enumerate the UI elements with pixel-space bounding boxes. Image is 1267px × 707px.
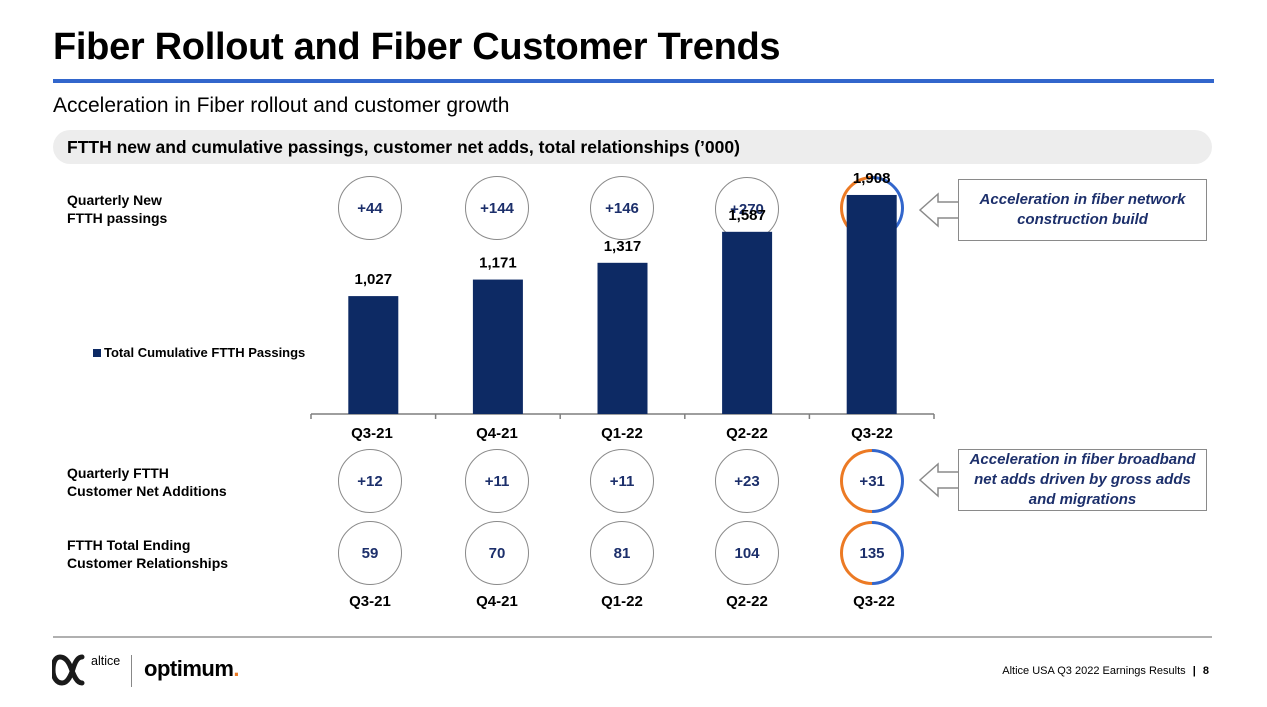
bottom-quarter-label: Q3-21 (349, 593, 391, 610)
optimum-logo-dot: . (233, 656, 240, 681)
chart-title: FTTH new and cumulative passings, custom… (67, 137, 740, 157)
callout-net-adds: Acceleration in fiber broadband net adds… (918, 449, 1208, 511)
optimum-logo: optimum. (144, 656, 239, 682)
callout-passings: Acceleration in fiber network constructi… (918, 179, 1208, 241)
bar-value-label: 1,317 (604, 238, 642, 255)
x-tick-label: Q4-21 (476, 425, 518, 442)
callout-net-adds-text: Acceleration in fiber broadband net adds… (958, 449, 1207, 511)
x-tick-label: Q3-22 (851, 425, 893, 442)
page-title: Fiber Rollout and Fiber Customer Trends (53, 26, 781, 68)
footer-text: Altice USA Q3 2022 Earnings Results | 8 (1002, 665, 1209, 677)
new-passings-circle: +270 (715, 177, 779, 241)
relationships-circle: 81 (590, 521, 654, 585)
bar-q4-21 (472, 279, 523, 414)
bar-value-label: 1,027 (355, 271, 393, 288)
new-passings-value: +270 (730, 200, 764, 218)
altice-logo: altice (52, 654, 120, 686)
chart-title-banner: FTTH new and cumulative passings, custom… (53, 130, 1212, 164)
title-underline (53, 79, 1214, 83)
relationships-value: 70 (488, 544, 506, 562)
logo-divider (131, 655, 132, 687)
new-passings-circle: +44 (338, 176, 402, 240)
footer-separator: | (1192, 665, 1196, 677)
net-adds-value: +31 (859, 472, 885, 490)
net-adds-circle: +11 (465, 449, 529, 513)
bar-q2-22 (722, 231, 773, 414)
footer-caption: Altice USA Q3 2022 Earnings Results (1002, 665, 1186, 677)
bottom-quarter-label: Q3-22 (853, 593, 895, 610)
relationships-value: 135 (859, 544, 885, 562)
row-label-net-adds: Quarterly FTTH Customer Net Additions (67, 465, 227, 499)
bottom-quarter-label: Q2-22 (726, 593, 768, 610)
net-adds-circle: +12 (338, 449, 402, 513)
new-passings-circle-highlight: +321 (826, 162, 918, 254)
net-adds-value: +11 (484, 472, 510, 490)
optimum-logo-text: optimum (144, 656, 234, 681)
page-number: 8 (1202, 665, 1209, 677)
footer-divider (53, 636, 1212, 638)
new-passings-value: +144 (480, 199, 514, 217)
new-passings-value: +44 (357, 199, 383, 217)
callout-passings-text: Acceleration in fiber network constructi… (958, 179, 1207, 241)
bar-value-label: 1,171 (479, 255, 517, 272)
chart-legend: Total Cumulative FTTH Passings (93, 345, 305, 360)
bottom-quarter-label: Q1-22 (601, 593, 643, 610)
new-passings-circle: +144 (465, 176, 529, 240)
net-adds-circle: +11 (590, 449, 654, 513)
new-passings-value: +146 (605, 199, 639, 217)
altice-logo-icon (52, 654, 85, 686)
new-passings-circle: +146 (590, 176, 654, 240)
x-tick-label: Q2-22 (726, 425, 768, 442)
relationships-circle-highlight: 135 (826, 507, 918, 599)
net-adds-circle: +23 (715, 449, 779, 513)
net-adds-value: +11 (609, 472, 635, 490)
bar-q1-22 (597, 262, 648, 414)
callout-arrow-icon (918, 192, 961, 228)
net-adds-circle-highlight: +31 (826, 435, 918, 527)
callout-arrow-icon (918, 462, 961, 498)
row-label-new-passings: Quarterly New FTTH passings (67, 192, 168, 226)
row-label-relationships: FTTH Total Ending Customer Relationships (67, 537, 229, 571)
relationships-value: 81 (613, 544, 631, 562)
relationships-value: 59 (361, 544, 379, 562)
x-tick-label: Q1-22 (601, 425, 643, 442)
relationships-value: 104 (734, 544, 760, 562)
legend-label: Total Cumulative FTTH Passings (104, 345, 306, 360)
net-adds-value: +23 (734, 472, 760, 490)
relationships-circle: 70 (465, 521, 529, 585)
bottom-quarter-label: Q4-21 (476, 593, 518, 610)
altice-logo-text: altice (91, 654, 121, 668)
page-subtitle: Acceleration in Fiber rollout and custom… (53, 94, 510, 117)
new-passings-value: +321 (855, 199, 889, 217)
bar-q3-21 (348, 296, 399, 414)
net-adds-value: +12 (357, 472, 383, 490)
relationships-circle: 104 (715, 521, 779, 585)
x-tick-label: Q3-21 (351, 425, 393, 442)
relationships-circle: 59 (338, 521, 402, 585)
legend-swatch (93, 348, 101, 357)
